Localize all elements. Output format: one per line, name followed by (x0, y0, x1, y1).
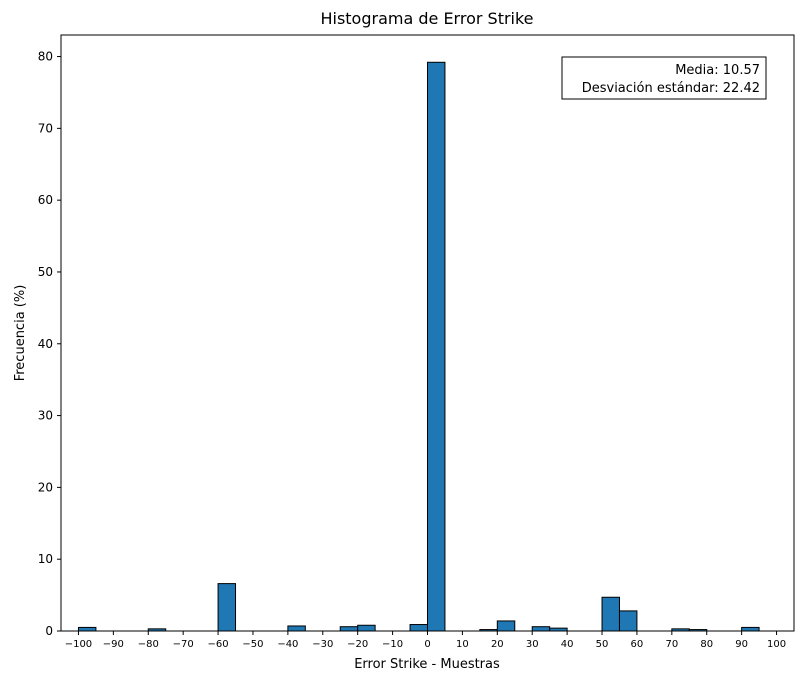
x-tick-label: 10 (456, 639, 469, 650)
bars-group (77, 61, 760, 632)
histogram-bar (409, 624, 428, 632)
y-tick-label: 60 (38, 193, 53, 207)
x-tick-label: 20 (491, 639, 504, 650)
histogram-bar (77, 626, 97, 632)
y-tick-label: 50 (38, 265, 53, 279)
histogram-bar (217, 583, 237, 632)
x-tick-label: 90 (735, 639, 748, 650)
histogram-bar (287, 625, 306, 632)
y-tick-label: 0 (45, 624, 53, 638)
histogram-bar (427, 61, 446, 632)
histogram-bar (741, 626, 760, 632)
x-axis-label: Error Strike - Muestras (354, 657, 500, 672)
x-tick-label: −100 (65, 639, 92, 650)
y-axis-ticks: 0 10 20 30 40 50 60 70 80 (38, 50, 61, 638)
y-tick-label: 80 (38, 50, 53, 64)
stats-std-text: Desviación estándar: 22.42 (582, 81, 760, 96)
y-tick-label: 40 (38, 337, 53, 351)
y-axis-label: Frecuencia (%) (13, 285, 28, 382)
histogram-bar (496, 620, 516, 632)
x-tick-label: −80 (138, 639, 159, 650)
histogram-bar (531, 626, 551, 632)
x-tick-label: 100 (767, 639, 786, 650)
x-tick-label: −40 (277, 639, 298, 650)
x-tick-label: −90 (103, 639, 124, 650)
x-tick-label: 30 (526, 639, 539, 650)
x-tick-label: 50 (596, 639, 609, 650)
stats-annotation: Media: 10.57 Desviación estándar: 22.42 (561, 56, 767, 100)
x-tick-label: −60 (208, 639, 229, 650)
histogram-bar (618, 610, 638, 632)
x-tick-label: 80 (700, 639, 713, 650)
histogram-bar (357, 624, 376, 632)
plot-frame (60, 34, 795, 632)
x-tick-label: 0 (424, 639, 430, 650)
chart-title: Histograma de Error Strike (320, 9, 533, 28)
x-tick-label: −10 (382, 639, 403, 650)
histogram-bar (601, 596, 620, 632)
y-tick-label: 30 (38, 409, 53, 423)
x-tick-label: −50 (242, 639, 263, 650)
x-tick-label: 60 (631, 639, 644, 650)
x-tick-label: 70 (665, 639, 678, 650)
x-tick-label: 40 (561, 639, 574, 650)
x-axis-ticks: −100 −90 −80 −70 −60 −50 −40 −30 −20 −10 0 10 20 30 40… (65, 631, 786, 650)
x-tick-label: −30 (312, 639, 333, 650)
x-tick-label: −70 (173, 639, 194, 650)
y-tick-label: 10 (38, 552, 53, 566)
stats-mean-text: Media: 10.57 (675, 63, 760, 78)
x-tick-label: −20 (347, 639, 368, 650)
stats-annotation-box (561, 56, 767, 100)
y-tick-label: 20 (38, 480, 53, 494)
histogram-bar (339, 626, 359, 632)
y-tick-label: 70 (38, 121, 53, 135)
